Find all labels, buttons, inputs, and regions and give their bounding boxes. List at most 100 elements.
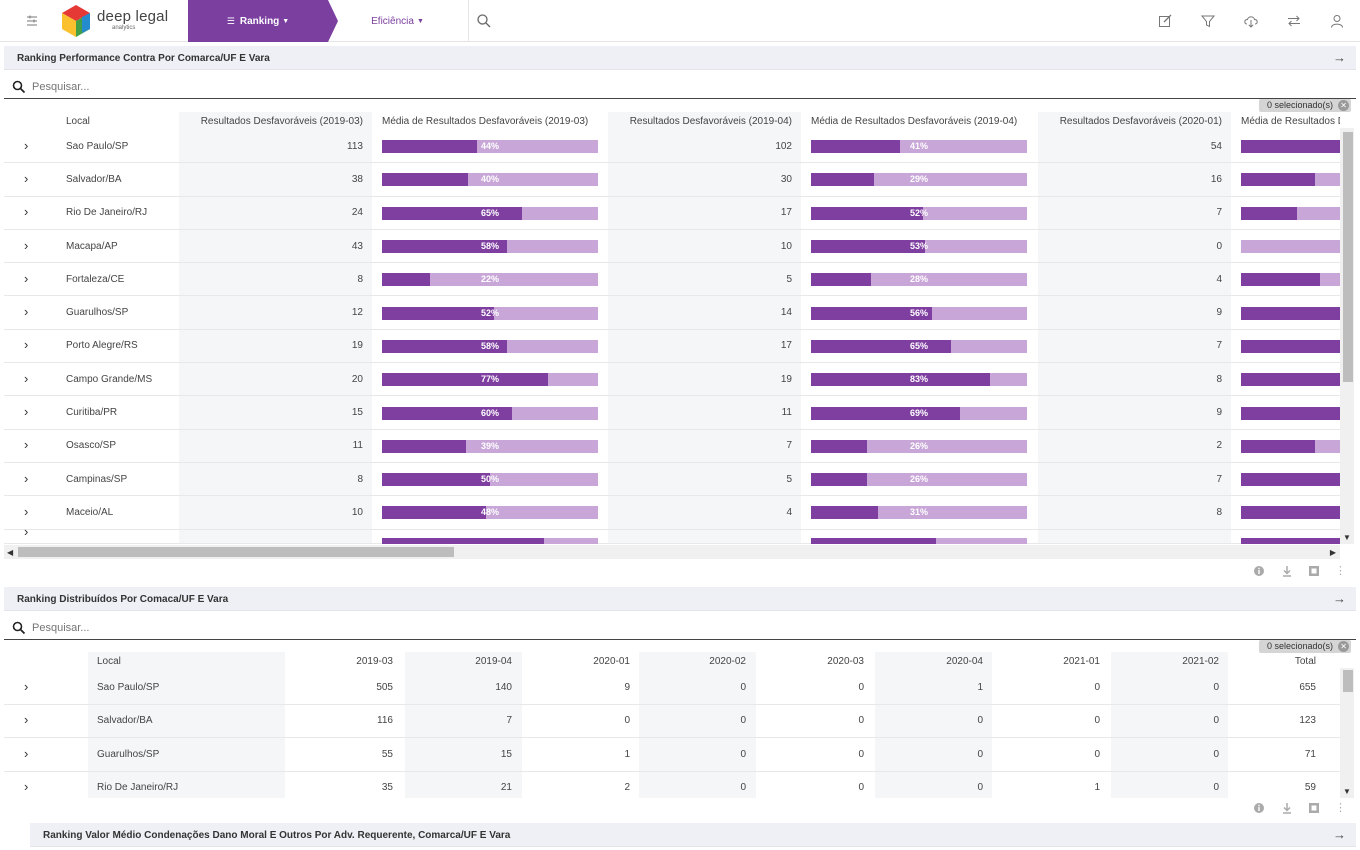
column-header-resultados-2019-03[interactable]: Resultados Desfavoráveis (2019-03) — [200, 116, 363, 127]
column-header[interactable]: 2019-04 — [475, 656, 512, 667]
table-row[interactable]: › Campo Grande/MS 20 77% 19 83% 8 — [4, 363, 1340, 397]
download-icon[interactable] — [1281, 802, 1293, 814]
column-header-local[interactable]: Local — [66, 116, 90, 127]
more-options-icon[interactable]: ⋮ — [1335, 802, 1346, 814]
table-row[interactable]: › Macapa/AP 43 58% 10 53% 0 — [4, 230, 1340, 264]
bar-cell: 60% — [382, 406, 598, 420]
table-row[interactable]: › Sao Paulo/SP 505 140 9 0 0 1 0 0 655 — [4, 671, 1340, 705]
scrollbar-thumb[interactable] — [1343, 132, 1353, 382]
column-header[interactable]: 2019-03 — [356, 656, 393, 667]
edit-icon[interactable] — [1157, 13, 1173, 29]
table-row[interactable]: › Maceio/AL 10 48% 4 31% 8 — [4, 496, 1340, 530]
table-row[interactable]: › Campinas/SP 8 50% 5 26% 7 — [4, 463, 1340, 497]
table-row[interactable]: › — [4, 524, 1340, 544]
chevron-right-icon[interactable]: › — [24, 779, 29, 795]
column-header[interactable]: 2020-03 — [827, 656, 864, 667]
column-header[interactable]: 2020-01 — [593, 656, 630, 667]
panel-performance-search — [4, 75, 1356, 99]
table-row[interactable]: › Guarulhos/SP 55 15 1 0 0 0 0 0 71 — [4, 738, 1340, 772]
panel-valor-medio-header[interactable]: Ranking Valor Médio Condenações Dano Mor… — [30, 823, 1356, 847]
row-resultados-2019-03: 20 — [351, 373, 363, 385]
scrollbar-thumb[interactable] — [18, 547, 454, 557]
column-header[interactable]: 2021-01 — [1063, 656, 1100, 667]
search-input[interactable] — [32, 619, 632, 637]
chevron-right-icon[interactable]: › — [24, 470, 29, 486]
chevron-right-icon[interactable]: › — [24, 745, 29, 761]
column-header-resultados-2019-04[interactable]: Resultados Desfavoráveis (2019-04) — [629, 116, 792, 127]
table-row[interactable]: › Salvador/BA 116 7 0 0 0 0 0 0 123 — [4, 705, 1340, 738]
clear-selection-icon[interactable]: ✕ — [1338, 641, 1350, 652]
column-header[interactable]: Local — [97, 656, 121, 667]
column-header[interactable]: Total — [1294, 656, 1316, 667]
row-value: 55 — [381, 748, 393, 760]
arrow-right-icon[interactable]: → — [1333, 827, 1346, 842]
chevron-right-icon[interactable]: › — [24, 237, 29, 253]
column-header[interactable]: 2020-04 — [946, 656, 983, 667]
chevron-right-icon[interactable]: › — [24, 437, 29, 453]
info-icon[interactable] — [1253, 565, 1265, 577]
deep-legal-logo[interactable]: deep legal analytics — [60, 4, 180, 38]
download-icon[interactable] — [1281, 565, 1293, 577]
table-row[interactable]: › Curitiba/PR 15 60% 11 69% 9 — [4, 396, 1340, 430]
panel-performance-header[interactable]: Ranking Performance Contra Por Comarca/U… — [4, 46, 1356, 70]
column-header-media-2019-04[interactable]: Média de Resultados Desfavoráveis (2019-… — [811, 116, 1018, 127]
scroll-right-icon[interactable]: ▶ — [1329, 548, 1336, 557]
row-value: 0 — [1213, 748, 1219, 760]
scroll-down-icon[interactable]: ▼ — [1343, 787, 1351, 796]
expand-icon[interactable] — [1308, 565, 1320, 577]
chevron-right-icon[interactable]: › — [24, 503, 29, 519]
panel-distribuidos-header[interactable]: Ranking Distribuídos Por Comaca/UF E Var… — [4, 587, 1356, 611]
table-row[interactable]: › Porto Alegre/RS 19 58% 17 65% 7 — [4, 330, 1340, 364]
table-row[interactable]: › Guarulhos/SP 12 52% 14 56% 9 — [4, 297, 1340, 330]
search-icon[interactable] — [476, 13, 492, 29]
arrow-right-icon[interactable]: → — [1333, 50, 1346, 65]
vertical-scrollbar[interactable]: ▼ — [1340, 128, 1354, 544]
chevron-right-icon[interactable]: › — [24, 270, 29, 286]
row-resultados-2019-03: 12 — [351, 307, 363, 319]
row-resultados-2020-01: 7 — [1216, 340, 1222, 352]
chevron-right-icon[interactable]: › — [24, 370, 29, 386]
menu-toggle-icon[interactable] — [24, 13, 40, 29]
scroll-left-icon[interactable]: ◀ — [7, 548, 14, 557]
chevron-right-icon[interactable]: › — [24, 524, 29, 539]
filter-icon[interactable] — [1200, 13, 1216, 29]
vertical-scrollbar[interactable]: ▼ — [1340, 668, 1354, 798]
column-header-media-2019-03[interactable]: Média de Resultados Desfavoráveis (2019-… — [382, 116, 589, 127]
chevron-right-icon[interactable]: › — [24, 137, 29, 153]
chevron-right-icon[interactable]: › — [24, 404, 29, 420]
nav-ranking-menu[interactable]: ☰ Ranking ▼ — [188, 0, 328, 42]
chevron-right-icon[interactable]: › — [24, 204, 29, 220]
table-row[interactable]: › Rio De Janeiro/RJ 24 65% 17 52% 7 — [4, 197, 1340, 230]
chevron-right-icon[interactable]: › — [24, 678, 29, 694]
cloud-download-icon[interactable] — [1243, 13, 1259, 29]
row-value: 2 — [624, 782, 630, 794]
chevron-right-icon[interactable]: › — [24, 337, 29, 353]
scrollbar-thumb[interactable] — [1343, 670, 1353, 692]
bar-percent-label: 31% — [909, 507, 928, 518]
horizontal-scrollbar[interactable]: ◀ ▶ — [4, 545, 1340, 559]
table-row[interactable]: › Salvador/BA 38 40% 30 29% 16 — [4, 163, 1340, 197]
table-row[interactable]: › Sao Paulo/SP 113 44% 102 41% 54 — [4, 130, 1340, 164]
chevron-right-icon[interactable]: › — [24, 712, 29, 728]
column-header[interactable]: 2021-02 — [1182, 656, 1219, 667]
scroll-down-icon[interactable]: ▼ — [1343, 533, 1351, 542]
column-header[interactable]: 2020-02 — [709, 656, 746, 667]
more-options-icon[interactable]: ⋮ — [1335, 565, 1346, 577]
clear-selection-icon[interactable]: ✕ — [1338, 100, 1350, 111]
user-icon[interactable] — [1329, 13, 1345, 29]
row-value: 0 — [1213, 715, 1219, 727]
table-row[interactable]: › Osasco/SP 11 39% 7 26% 2 — [4, 430, 1340, 463]
swap-icon[interactable] — [1286, 13, 1302, 29]
column-header-media-2020-01[interactable]: Média de Resultados Desfavoráveis (2020-… — [1241, 116, 1340, 127]
table-row[interactable]: › Rio De Janeiro/RJ 35 21 2 0 0 0 1 0 59 — [4, 772, 1340, 799]
chevron-right-icon[interactable]: › — [24, 170, 29, 186]
arrow-right-icon[interactable]: → — [1333, 591, 1346, 606]
nav-eficiencia-menu[interactable]: Eficiência ▼ — [345, 0, 450, 42]
search-input[interactable] — [32, 78, 632, 96]
chevron-right-icon[interactable]: › — [24, 304, 29, 320]
table-row[interactable]: › Fortaleza/CE 8 22% 5 28% 4 — [4, 263, 1340, 297]
bar-fill — [1241, 473, 1340, 487]
expand-icon[interactable] — [1308, 802, 1320, 814]
column-header-resultados-2020-01[interactable]: Resultados Desfavoráveis (2020-01) — [1059, 116, 1222, 127]
info-icon[interactable] — [1253, 802, 1265, 814]
